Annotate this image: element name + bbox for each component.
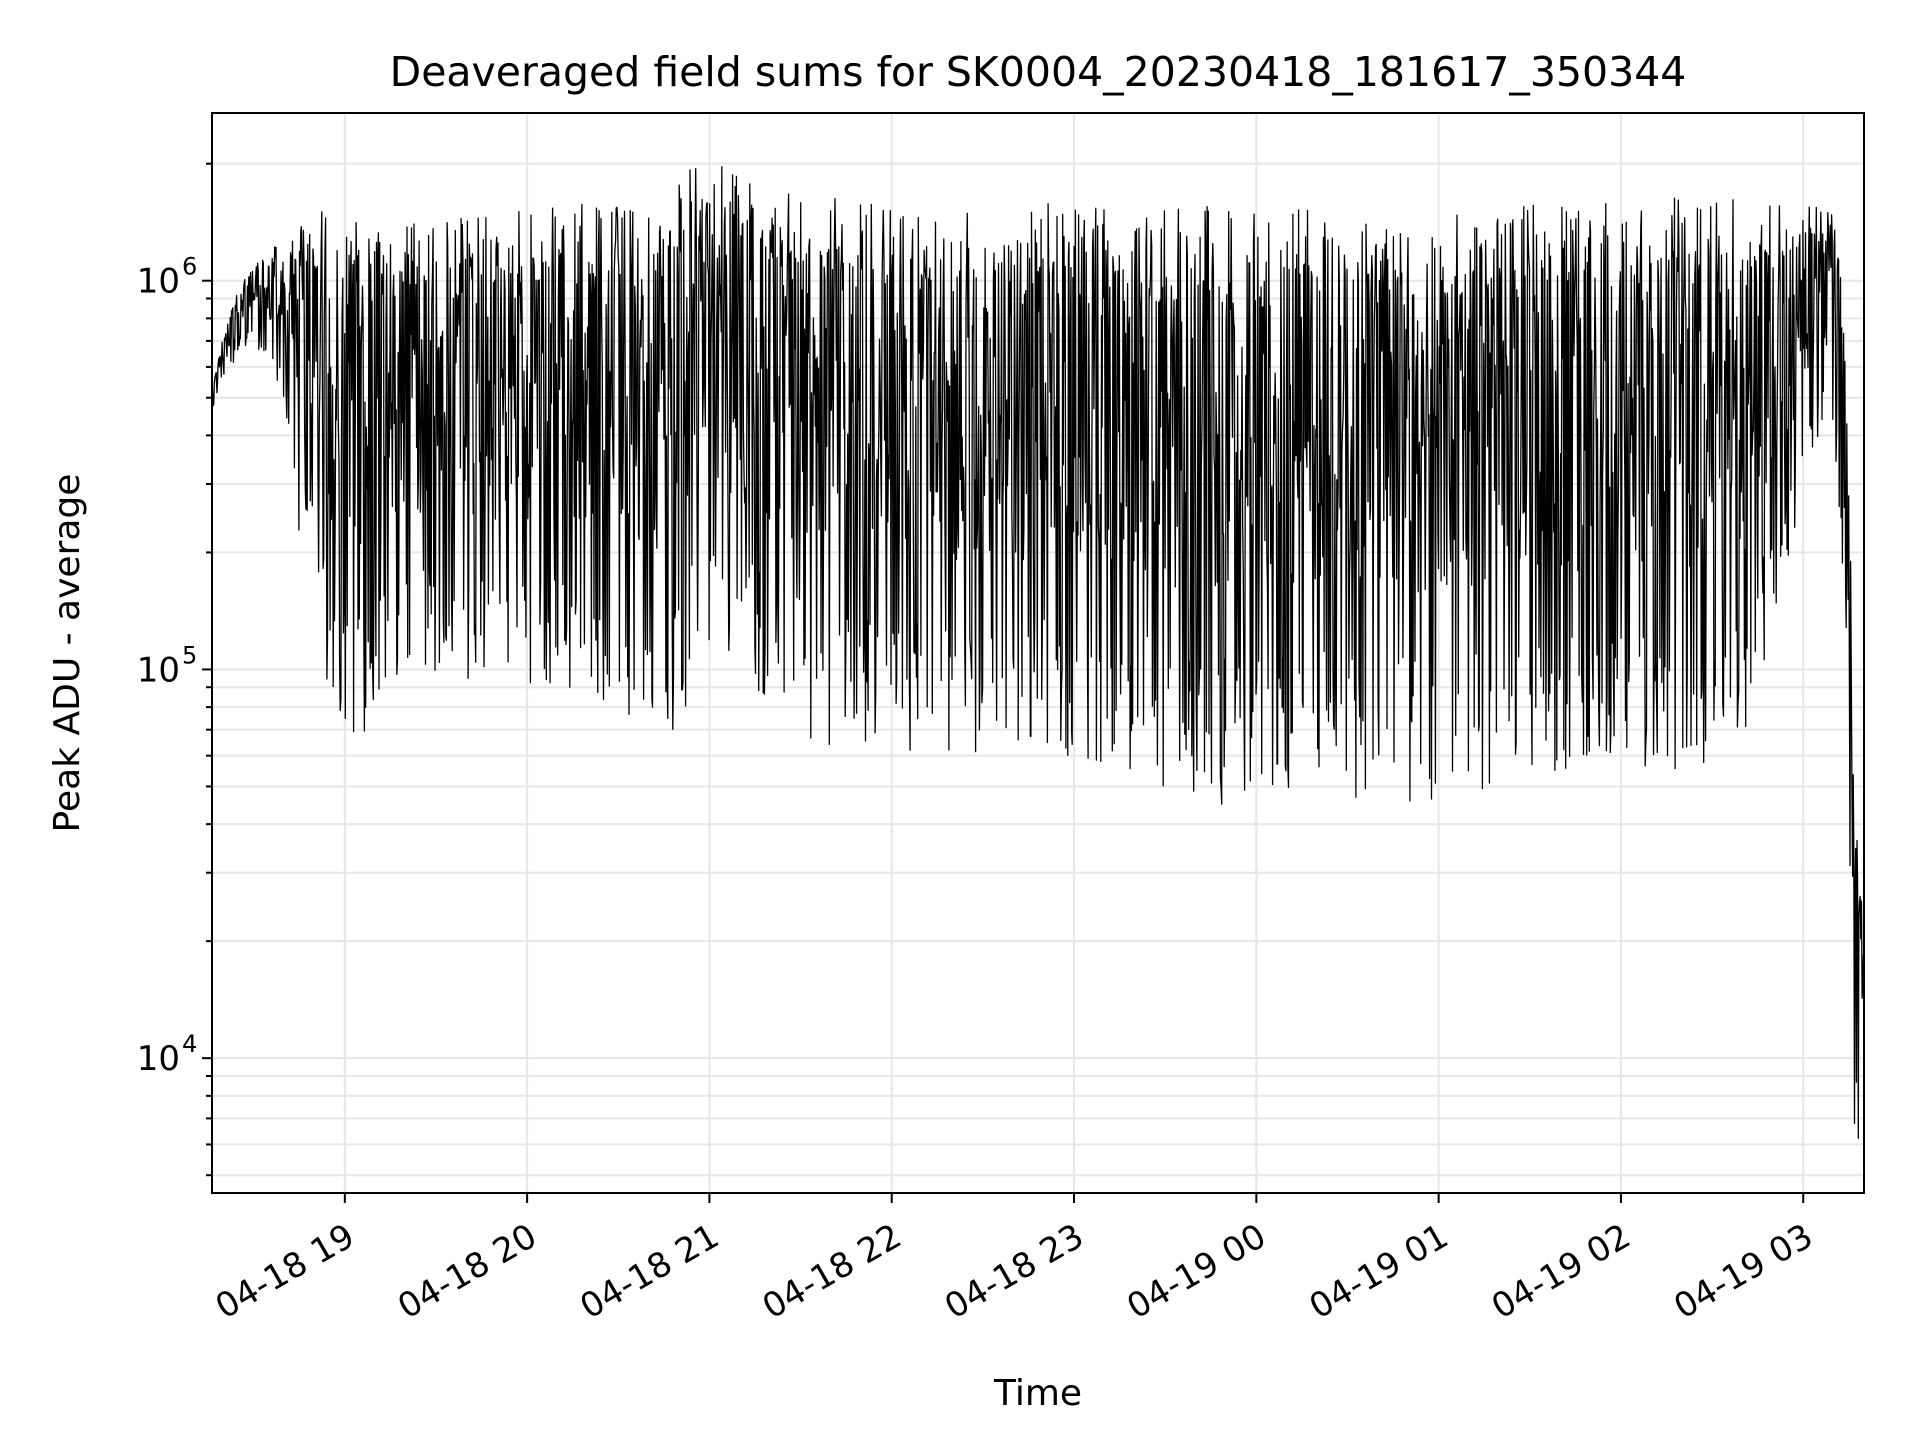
y-tick-label-exponent: 6 (182, 253, 197, 281)
series-group (212, 166, 1864, 1139)
y-tick-label: 10 (137, 262, 180, 302)
series-line (212, 166, 1864, 1139)
x-axis-label: Time (993, 1373, 1082, 1414)
y-tick-label: 10 (137, 650, 180, 690)
y-tick-label-exponent: 4 (182, 1030, 197, 1058)
y-tick-label-exponent: 5 (182, 641, 197, 669)
y-tick-label: 10 (137, 1039, 180, 1079)
chart-title: Deaveraged field sums for SK0004_2023041… (390, 48, 1687, 96)
plot-frame (211, 112, 1865, 1194)
y-axis-label: Peak ADU - average (47, 474, 88, 833)
